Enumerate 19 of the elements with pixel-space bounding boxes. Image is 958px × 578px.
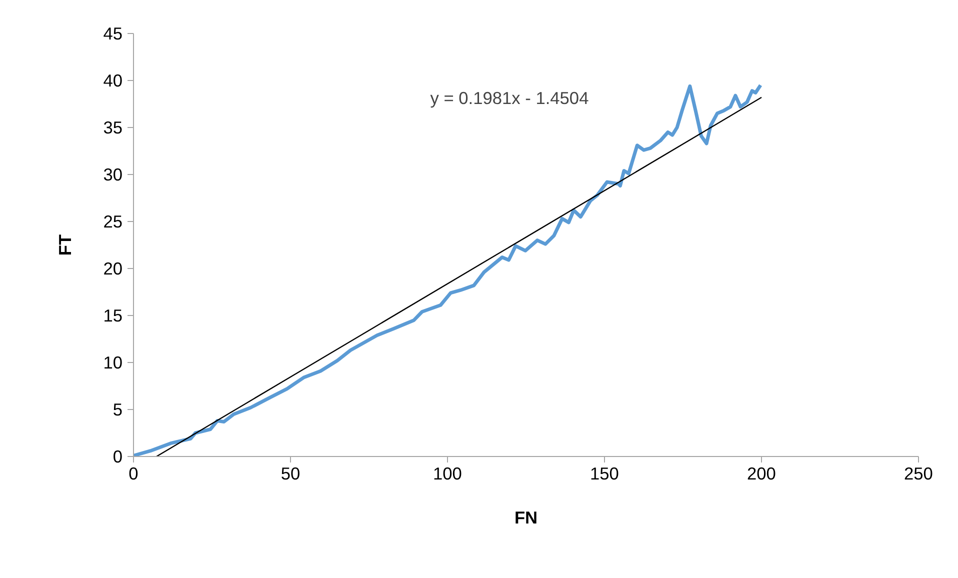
x-tick-label: 200 — [747, 464, 776, 484]
y-tick-label: 35 — [103, 118, 123, 138]
x-tick-label: 50 — [280, 464, 300, 484]
y-tick-label: 25 — [103, 212, 123, 232]
x-tick-label: 150 — [590, 464, 619, 484]
annotation: y = 0.1981x - 1.4504 — [430, 88, 590, 108]
y-tick-label: 15 — [103, 306, 123, 326]
y-tick-label: 20 — [103, 258, 123, 278]
y-tick-label: 30 — [103, 164, 123, 184]
x-tick-label: 250 — [904, 464, 933, 484]
x-tick-label: 100 — [433, 464, 462, 484]
y-tick-label: 10 — [103, 352, 123, 372]
y-tick-label: 0 — [112, 446, 123, 466]
y-tick-label: 5 — [112, 400, 123, 420]
y-tick-label: 45 — [103, 24, 123, 44]
y-tick-label: 40 — [103, 70, 123, 90]
x-tick-label: 0 — [128, 464, 138, 484]
y-axis-title: FT — [55, 234, 76, 256]
x-axis-title: FN — [514, 508, 538, 528]
